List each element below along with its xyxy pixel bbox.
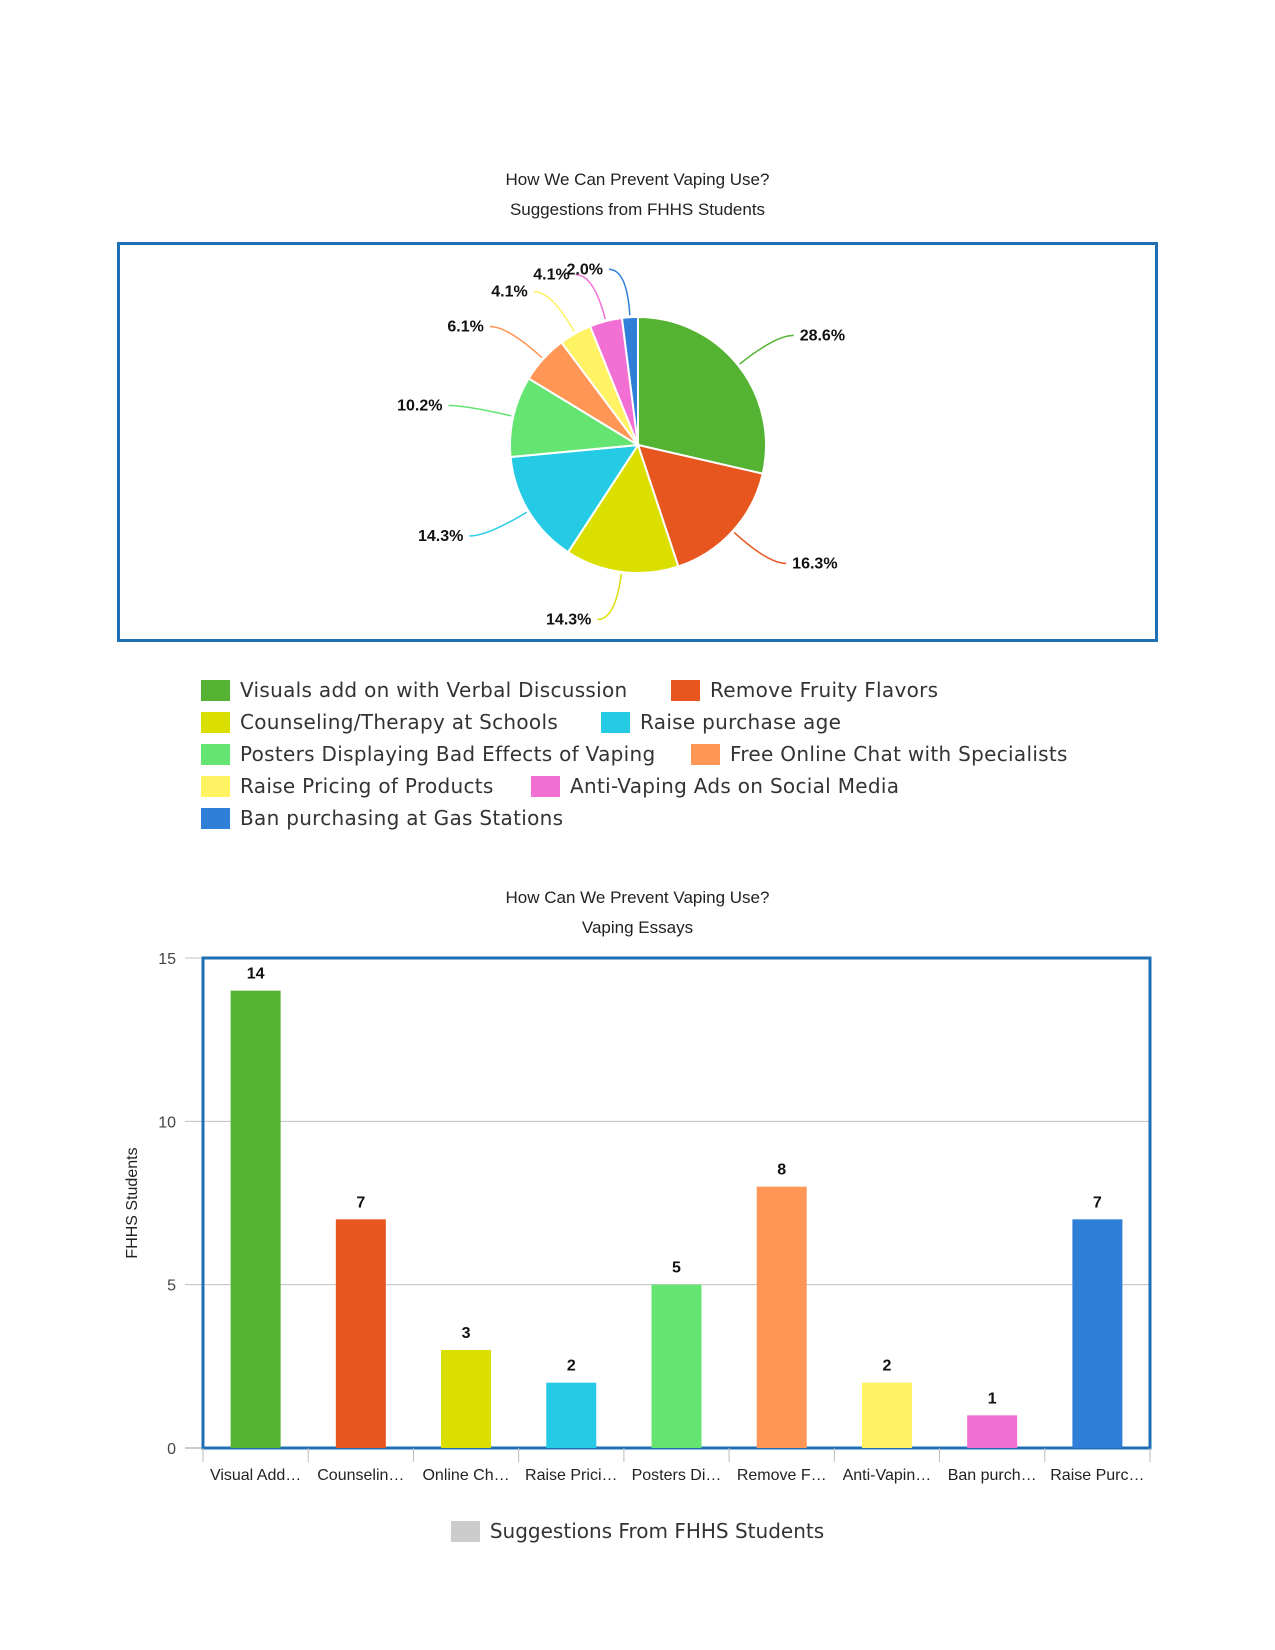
legend-item: Remove Fruity Flavors (671, 678, 938, 702)
legend-swatch (201, 679, 230, 701)
bar (1072, 1219, 1123, 1448)
legend-swatch (671, 679, 700, 701)
legend-item: Ban purchasing at Gas Stations (201, 806, 563, 830)
pie-data-label: 10.2% (397, 398, 442, 415)
bar-data-label: 2 (567, 1358, 576, 1375)
legend-item: Visuals add on with Verbal Discussion (201, 678, 628, 702)
pie-connector (448, 404, 512, 417)
legend-item: Raise Pricing of Products (201, 774, 494, 798)
bar-data-label: 7 (356, 1194, 365, 1211)
legend-label: Remove Fruity Flavors (710, 678, 939, 702)
pie-slice (566, 442, 680, 574)
legend-item: Anti-Vaping Ads on Social Media (531, 774, 899, 798)
legend-swatch (601, 711, 630, 733)
legend-label: Counseling/Therapy at Schools (240, 710, 559, 734)
bar (546, 1382, 597, 1448)
bar-subtitle: Vaping Essays (581, 918, 694, 937)
x-tick-label: Remove F… (737, 1467, 827, 1484)
x-tick-label: Online Ch… (422, 1467, 509, 1484)
pie-chart-frame (117, 242, 1158, 642)
x-tick-label: Ban purch… (948, 1467, 1037, 1484)
legend-label: Visuals add on with Verbal Discussion (240, 678, 628, 702)
pie-slice (509, 377, 642, 459)
pie-chart: 28.6%16.3%14.3%14.3%10.2%6.1%4.1%4.1%2.0… (397, 261, 845, 629)
bar (230, 990, 281, 1448)
bar-legend-label: Suggestions From FHHS Students (489, 1519, 825, 1543)
bar (967, 1415, 1018, 1448)
bar-data-label: 2 (882, 1358, 891, 1375)
legend-item: Raise purchase age (601, 710, 841, 734)
pie-connector (469, 511, 528, 537)
bar (756, 1186, 807, 1448)
legend-swatch (531, 775, 560, 797)
pie-connector (608, 268, 631, 316)
bar-data-label: 5 (672, 1260, 681, 1277)
y-tick-label: 0 (167, 1441, 176, 1458)
bar-data-label: 1 (988, 1390, 997, 1407)
legend-swatch (201, 775, 230, 797)
pie-title: How We Can Prevent Vaping Use? (505, 170, 770, 189)
legend-label: Ban purchasing at Gas Stations (240, 806, 564, 830)
bar-legend: Suggestions From FHHS Students (0, 1519, 1275, 1543)
legend-item: Posters Displaying Bad Effects of Vaping (201, 742, 655, 766)
bar-data-label: 7 (1093, 1194, 1102, 1211)
legend-swatch (691, 743, 720, 765)
legend-label: Free Online Chat with Specialists (730, 742, 1068, 766)
pie-data-label: 2.0% (566, 261, 602, 278)
x-tick-label: Anti-Vapin… (843, 1467, 932, 1484)
pie-connector (575, 273, 607, 320)
x-tick-label: Visual Add… (210, 1467, 301, 1484)
legend-item: Free Online Chat with Specialists (691, 742, 1068, 766)
legend-swatch (201, 711, 230, 733)
pie-subtitle: Suggestions from FHHS Students (509, 200, 766, 219)
legend-label: Posters Displaying Bad Effects of Vaping (240, 742, 656, 766)
bar-legend-swatch (450, 1520, 480, 1542)
x-tick-label: Counselin… (317, 1467, 404, 1484)
bar-data-label: 3 (462, 1325, 471, 1342)
pie-connector (533, 290, 575, 333)
pie-connector (739, 334, 794, 365)
legend-label: Raise purchase age (640, 710, 842, 734)
pie-data-label: 6.1% (447, 319, 483, 336)
pie-slice (620, 315, 639, 446)
y-tick-label: 15 (158, 951, 176, 968)
bar-data-label: 8 (777, 1162, 786, 1179)
bar (335, 1219, 386, 1448)
pie-connector (489, 325, 543, 359)
x-tick-label: Raise Prici… (525, 1467, 617, 1484)
legend-label: Raise Pricing of Products (240, 774, 494, 798)
y-tick-label: 10 (158, 1114, 176, 1131)
legend-swatch (201, 807, 230, 829)
legend-swatch (201, 743, 230, 765)
pie-connector (733, 531, 787, 565)
pie-slice (637, 315, 767, 475)
bar-data-label: 14 (247, 966, 265, 983)
x-tick-label: Raise Purc… (1050, 1467, 1144, 1484)
bar (441, 1350, 492, 1448)
y-axis-label: FHHS Students (124, 1147, 141, 1258)
pie-data-label: 4.1% (533, 267, 569, 284)
legend-label: Anti-Vaping Ads on Social Media (570, 774, 900, 798)
legend-item: Counseling/Therapy at Schools (201, 710, 558, 734)
bar (861, 1382, 912, 1448)
pie-connector (597, 573, 623, 621)
pie-data-label: 28.6% (800, 327, 845, 344)
pie-data-label: 16.3% (792, 555, 837, 572)
x-tick-label: Posters Di… (632, 1467, 722, 1484)
bar (651, 1284, 702, 1448)
y-tick-label: 5 (167, 1278, 176, 1295)
pie-data-label: 4.1% (491, 284, 527, 301)
pie-slice (509, 443, 640, 554)
pie-data-label: 14.3% (546, 612, 591, 629)
bar-title: How Can We Prevent Vaping Use? (505, 888, 770, 907)
pie-data-label: 14.3% (418, 528, 463, 545)
